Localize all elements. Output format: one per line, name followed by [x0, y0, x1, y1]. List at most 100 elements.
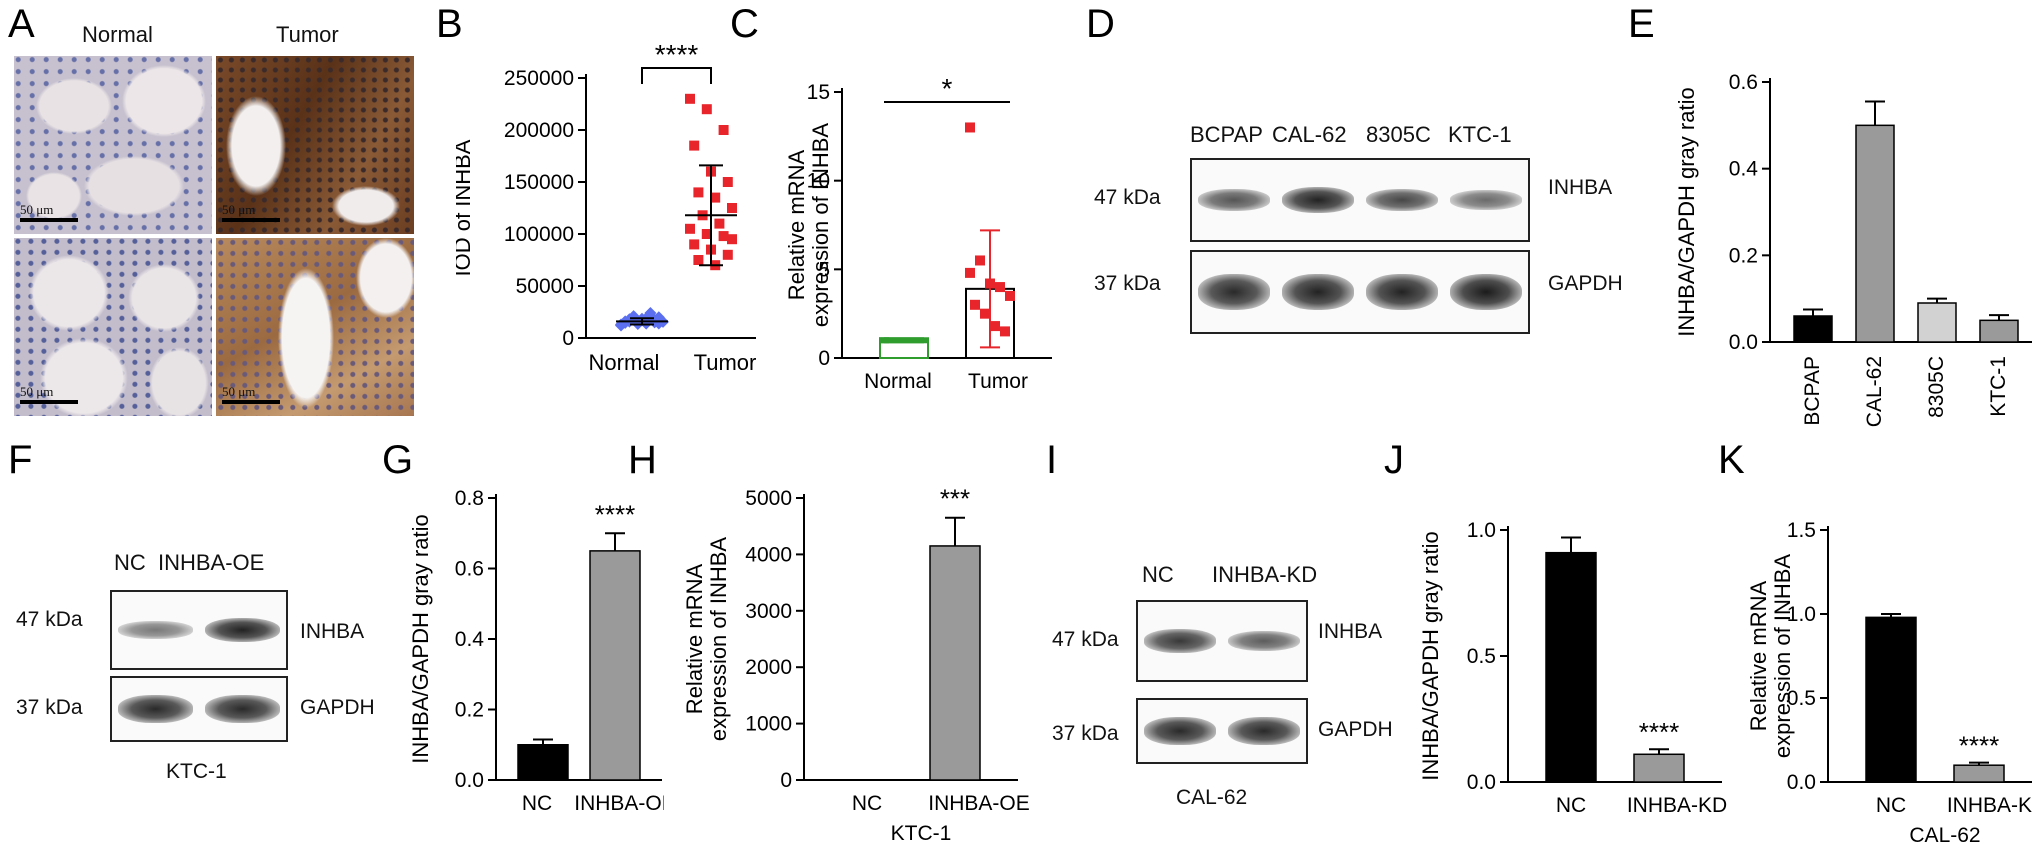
- data-point: [990, 321, 1000, 332]
- y-tick-label: 0.4: [455, 628, 485, 651]
- y-tick-label: 0: [562, 327, 574, 350]
- data-point: [1000, 326, 1010, 337]
- bar: [1917, 302, 1957, 343]
- ihc-tumor-bottom-image: 50 μm: [216, 238, 414, 416]
- blot-lane-label: INHBA-KD: [1212, 562, 1318, 587]
- blot-band: [118, 695, 193, 723]
- data-point: [965, 267, 975, 278]
- data-point: [879, 337, 889, 344]
- blot-lane-label: CAL-62: [1272, 122, 1347, 147]
- blot-band: [1365, 273, 1439, 311]
- x-tick-label: KTC-1: [1987, 356, 2010, 417]
- y-axis-label: expression of INHBA: [1770, 554, 1795, 759]
- chart-c-mrna-bar: 0 5 10 15 Relative mRNA expression of INHBA No…: [784, 73, 1052, 393]
- bar: [1953, 764, 2005, 783]
- x-tick-label: 8305C: [1925, 356, 1948, 418]
- blot-f-inhba: [110, 590, 288, 670]
- blot-band: [205, 695, 280, 723]
- significance-stars: ****: [655, 39, 699, 70]
- y-tick-label: 0.0: [1729, 331, 1758, 354]
- bar: [1633, 753, 1685, 783]
- bar: [517, 744, 569, 781]
- blot-f-protein-bottom: GAPDH: [300, 696, 375, 719]
- blot-d-inhba: [1190, 158, 1530, 242]
- blot-lane-label: NC: [1142, 562, 1174, 587]
- panel-letter-e: E: [1628, 2, 1655, 46]
- x-axis-label: CAL-62: [1909, 824, 1980, 847]
- y-tick-label: 0.0: [1467, 771, 1496, 794]
- bar: [1855, 124, 1895, 343]
- blot-band: [1449, 273, 1523, 311]
- y-tick-label: 15: [807, 81, 830, 104]
- y-axis-label: INHBA/GAPDH gray ratio: [1418, 531, 1443, 780]
- y-axis-label: Relative mRNA: [1746, 580, 1771, 731]
- blot-band: [1227, 630, 1301, 652]
- scale-bar: 50 μm: [20, 384, 78, 404]
- blot-band: [1143, 629, 1217, 653]
- panel-letter-j: J: [1384, 438, 1404, 482]
- y-tick-label: 0.2: [1729, 244, 1758, 267]
- chart-k-mrna-bar: 0.0 0.5 1.0 1.5 Relative mRNA expression of I…: [1746, 519, 2032, 847]
- blot-band: [118, 621, 193, 639]
- y-tick-label: 150000: [504, 171, 574, 194]
- blot-f-mw-bottom: 37 kDa: [16, 696, 83, 719]
- y-tick-label: 0.0: [1787, 771, 1816, 794]
- x-tick-label: INHBA-OE: [574, 792, 664, 815]
- y-tick-label: 10: [807, 170, 830, 193]
- x-tick-label: NC: [522, 792, 552, 815]
- x-tick-label: Tumor: [694, 350, 756, 375]
- data-point: [727, 203, 737, 213]
- y-axis-label: Relative mRNA: [682, 563, 707, 714]
- y-tick-label: 0: [780, 769, 792, 792]
- data-point: [714, 218, 725, 229]
- y-tick-label: 0.2: [455, 699, 484, 722]
- data-point: [722, 177, 733, 187]
- blot-band: [1227, 717, 1301, 745]
- y-tick-label: 3000: [745, 600, 792, 623]
- chart-g-gray-ratio-bar: 0.0 0.2 0.4 0.6 0.8 INHBA/GAPDH gray ratio NC I…: [408, 487, 664, 815]
- blot-f-caption: KTC-1: [166, 760, 227, 783]
- blot-d-protein-bottom: GAPDH: [1548, 272, 1623, 295]
- blot-i-mw-bottom: 37 kDa: [1052, 722, 1119, 745]
- data-point: [970, 299, 980, 310]
- bar: [1979, 319, 2019, 343]
- blot-band: [1365, 188, 1439, 212]
- data-point: [701, 229, 712, 239]
- y-tick-label: 0.5: [1467, 645, 1496, 668]
- data-point: [644, 307, 657, 320]
- x-tick-label: INHBA-OE: [928, 792, 1030, 815]
- data-point: [693, 255, 704, 265]
- y-tick-label: 0.8: [455, 487, 484, 510]
- data-point: [701, 104, 712, 115]
- blot-band: [1197, 189, 1271, 211]
- blot-d-gapdh: [1190, 250, 1530, 334]
- panel-letter-b: B: [436, 2, 463, 46]
- y-axis-label: Relative mRNA: [784, 149, 809, 300]
- blot-band: [1197, 274, 1271, 310]
- blot-i-gapdh: [1136, 698, 1308, 764]
- data-point: [685, 223, 695, 234]
- bar: [1865, 616, 1917, 783]
- blot-i-protein-bottom: GAPDH: [1318, 718, 1393, 741]
- data-point: [904, 337, 914, 344]
- significance-stars: ***: [940, 484, 970, 514]
- y-tick-label: 200000: [504, 119, 574, 142]
- blot-i-mw-top: 47 kDa: [1052, 628, 1119, 651]
- y-tick-label: 0.0: [455, 769, 484, 792]
- x-tick-label: Normal: [864, 370, 932, 393]
- panel-letter-c: C: [730, 2, 759, 46]
- significance-stars: ****: [595, 499, 635, 529]
- chart-j-gray-ratio-bar: 0.0 0.5 1.0 INHBA/GAPDH gray ratio NC INHBA-K…: [1418, 519, 1727, 817]
- ihc-normal-top-image: 50 μm: [14, 56, 212, 234]
- data-point: [689, 239, 700, 250]
- y-tick-label: 2000: [745, 656, 792, 679]
- significance-stars: ****: [1959, 731, 1999, 761]
- y-tick-label: 0.5: [1787, 687, 1816, 710]
- blot-i-protein-top: INHBA: [1318, 620, 1383, 643]
- data-point: [1005, 290, 1015, 301]
- significance-bracket: [641, 67, 712, 84]
- blot-lane-label: INHBA-OE: [158, 550, 265, 575]
- blot-i-caption: CAL-62: [1176, 786, 1248, 809]
- y-tick-label: 0: [818, 347, 830, 370]
- data-point: [975, 255, 985, 266]
